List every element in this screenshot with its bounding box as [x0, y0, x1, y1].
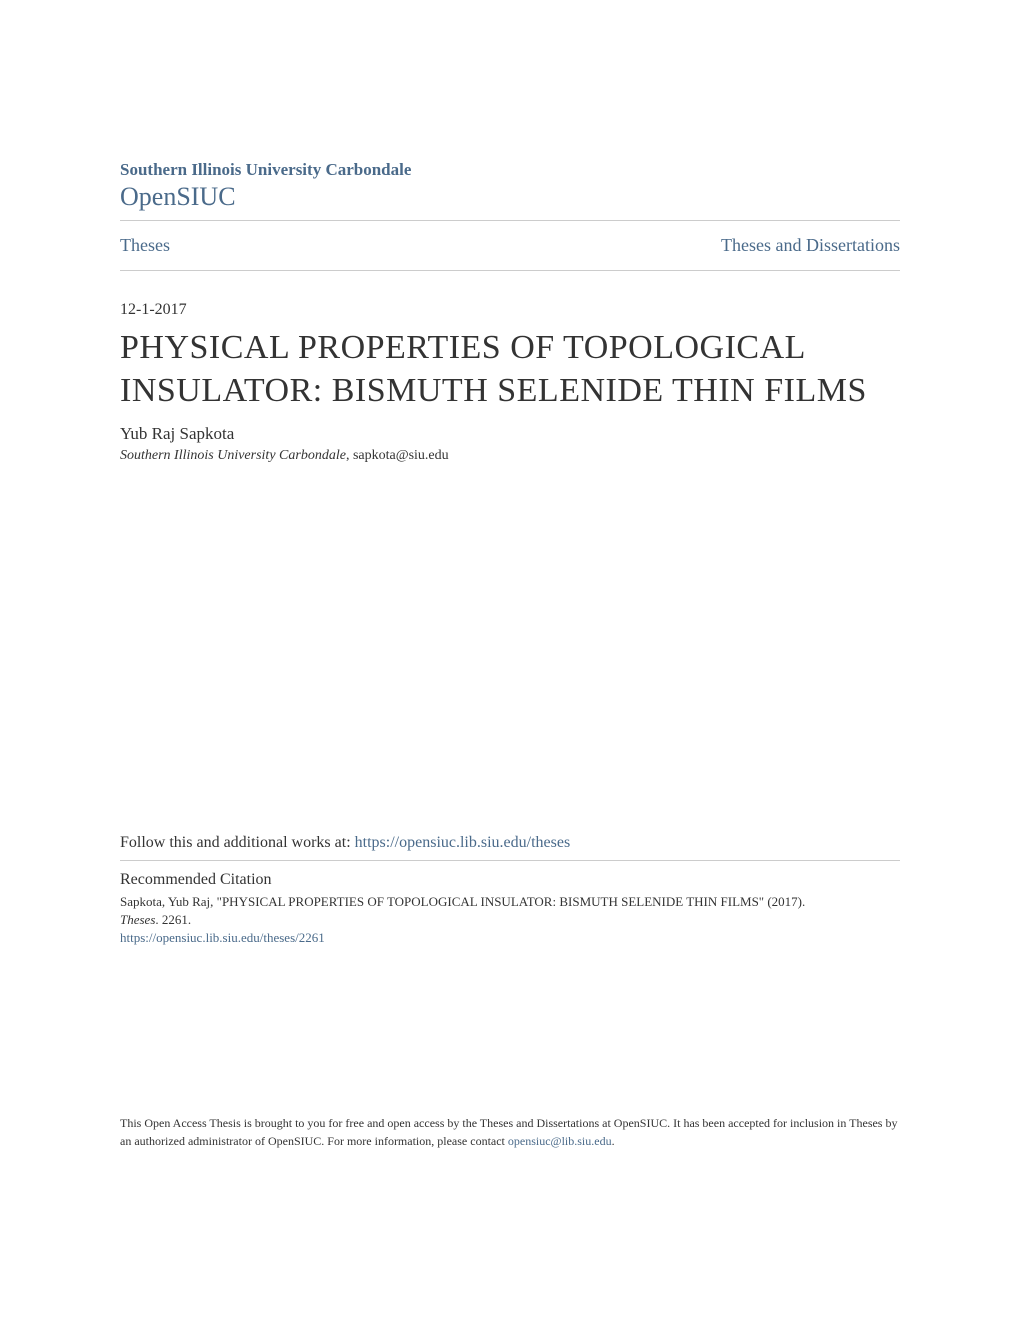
follow-section: Follow this and additional works at: htt… — [120, 834, 900, 852]
header-section: Southern Illinois University Carbondale … — [120, 160, 900, 212]
author-email: , sapkota@siu.edu — [346, 448, 449, 463]
citation-url-link[interactable]: https://opensiuc.lib.siu.edu/theses/2261 — [120, 930, 325, 945]
footer-after: . — [612, 1134, 615, 1148]
divider-follow — [120, 860, 900, 861]
repository-link[interactable]: OpenSIUC — [120, 182, 236, 211]
theses-link[interactable]: Theses — [120, 235, 170, 256]
author-affiliation-line: Southern Illinois University Carbondale,… — [120, 446, 900, 464]
citation-line1: Sapkota, Yub Raj, "PHYSICAL PROPERTIES O… — [120, 893, 900, 911]
author-name: Yub Raj Sapkota — [120, 424, 900, 444]
institution-name: Southern Illinois University Carbondale — [120, 160, 900, 180]
theses-dissertations-link[interactable]: Theses and Dissertations — [721, 235, 900, 256]
footer-text: This Open Access Thesis is brought to yo… — [120, 1114, 900, 1150]
footer-email-link[interactable]: opensiuc@lib.siu.edu — [508, 1134, 612, 1148]
citation-heading: Recommended Citation — [120, 871, 900, 889]
publication-date: 12-1-2017 — [120, 301, 900, 319]
divider-top — [120, 220, 900, 221]
document-title: PHYSICAL PROPERTIES OF TOPOLOGICAL INSUL… — [120, 327, 900, 412]
citation-series: Theses — [120, 912, 155, 927]
citation-line2: Theses. 2261. — [120, 911, 900, 929]
nav-row: Theses Theses and Dissertations — [120, 229, 900, 262]
follow-prefix: Follow this and additional works at: — [120, 834, 355, 851]
follow-link[interactable]: https://opensiuc.lib.siu.edu/theses — [355, 834, 571, 851]
author-affiliation: Southern Illinois University Carbondale — [120, 448, 346, 463]
citation-number: . 2261. — [155, 912, 191, 927]
divider-nav — [120, 270, 900, 271]
citation-section: Recommended Citation Sapkota, Yub Raj, "… — [120, 871, 900, 947]
